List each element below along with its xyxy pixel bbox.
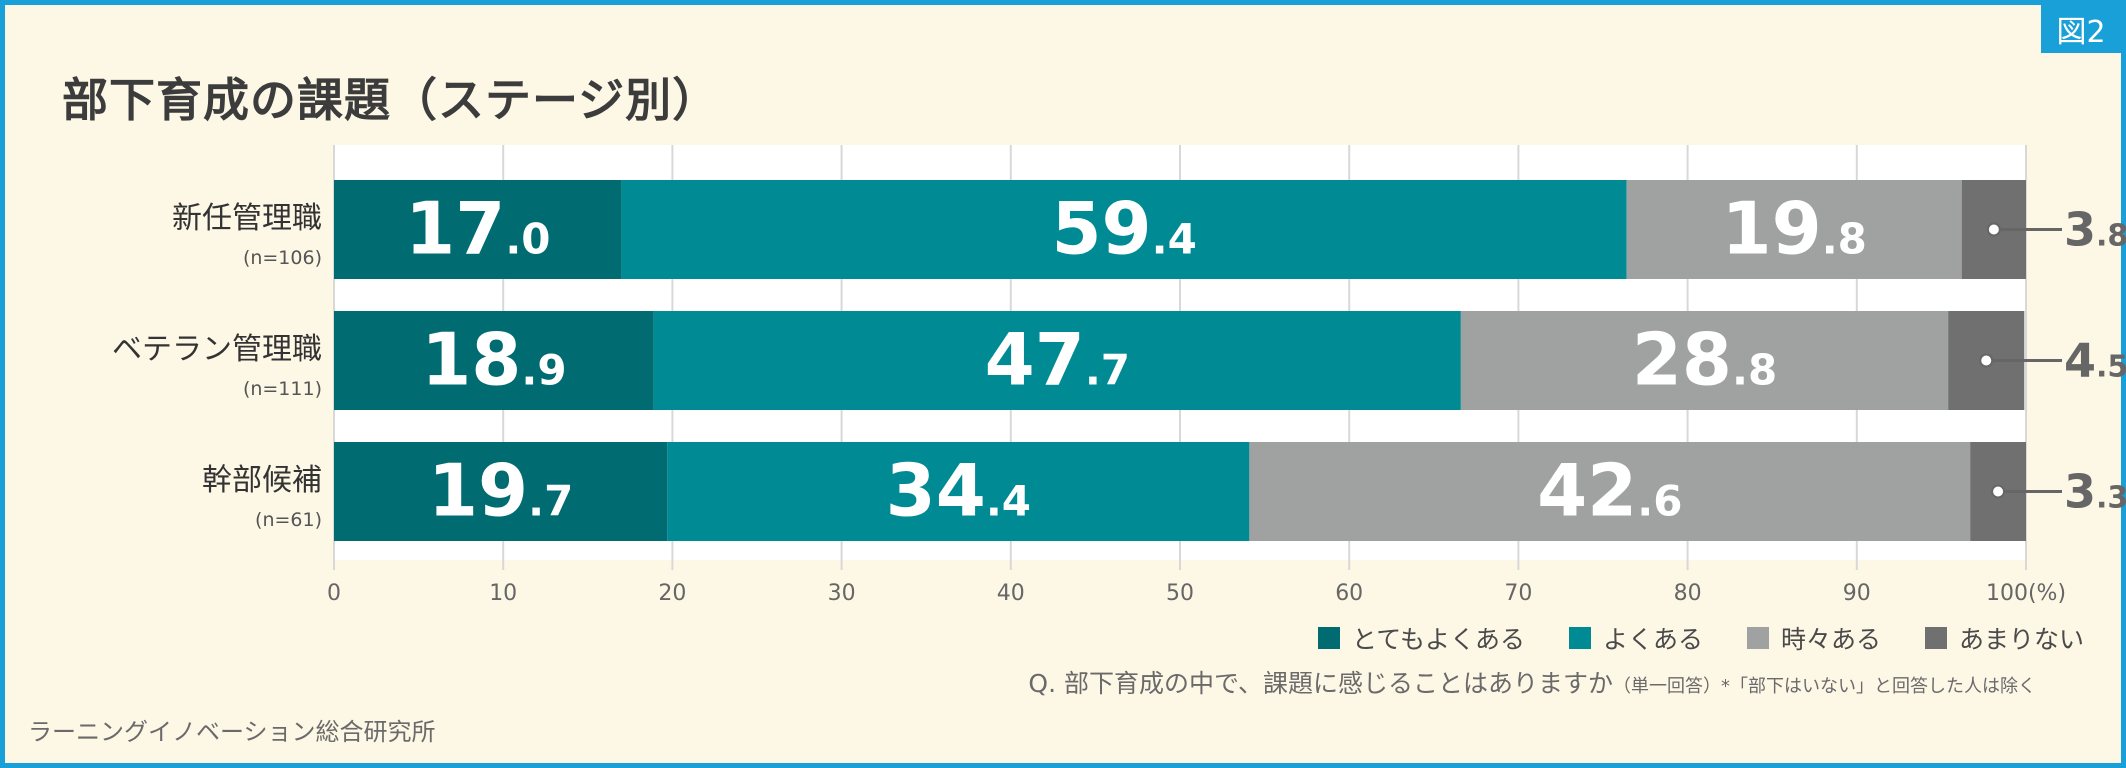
bar-value-label: 34.4	[886, 449, 1031, 533]
bar-value-label: 19.7	[428, 449, 573, 533]
category-sample-size: (n=61)	[255, 509, 322, 531]
question-text: Q. 部下育成の中で、課題に感じることはありますか	[1028, 669, 1613, 698]
chart-title: 部下育成の課題（ステージ別）	[62, 73, 720, 127]
bar-value-label: 19.8	[1722, 187, 1867, 271]
legend-item: とてもよくある	[1318, 620, 1525, 656]
x-tick-label: 80	[1674, 581, 1702, 606]
bar-segment	[1249, 442, 1971, 541]
callout-dot	[1979, 353, 1994, 368]
bar-value-label: 47.7	[985, 318, 1130, 402]
chart-legend: とてもよくある よくある 時々ある あまりない	[1318, 620, 2084, 656]
bar-segment	[1460, 311, 1949, 410]
bar-value-label: 28.8	[1632, 318, 1777, 402]
legend-item: 時々ある	[1747, 620, 1881, 656]
callout-dot	[1986, 222, 2001, 237]
bar-segment	[334, 442, 668, 541]
category-label: 新任管理職	[172, 201, 322, 236]
survey-question: Q. 部下育成の中で、課題に感じることはありますか（単一回答）*「部下はいない」…	[1028, 664, 2036, 700]
bar-value-label: 59.4	[1051, 187, 1196, 271]
legend-swatch	[1925, 627, 1948, 649]
bar-value-label: 4.5	[2064, 334, 2126, 388]
bar-segment	[334, 311, 654, 410]
callout-dot	[1991, 484, 2006, 499]
x-tick-label: 0	[327, 581, 341, 606]
bar-segment	[621, 180, 1627, 279]
category-label: ベテラン管理職	[112, 332, 322, 367]
legend-label: 時々ある	[1781, 625, 1882, 654]
bar-value-label: 18.9	[421, 318, 566, 402]
category-sample-size: (n=111)	[243, 378, 322, 400]
x-tick-label: 20	[658, 581, 686, 606]
legend-label: よくある	[1603, 625, 1704, 654]
figure-badge: 図2	[2041, 5, 2121, 53]
legend-item: あまりない	[1925, 620, 2084, 656]
x-tick-label: 50	[1166, 581, 1194, 606]
x-tick-label: 40	[997, 581, 1025, 606]
source-credit: ラーニングイノベーション総合研究所	[28, 718, 436, 746]
bar-value-label: 3.3	[2064, 465, 2126, 519]
x-tick-label: 70	[1504, 581, 1532, 606]
category-label: 幹部候補	[202, 463, 322, 498]
category-sample-size: (n=106)	[243, 247, 322, 269]
x-tick-label: 30	[828, 581, 856, 606]
bar-segment	[667, 442, 1250, 541]
legend-swatch	[1747, 627, 1770, 649]
x-tick-label: 10	[489, 581, 517, 606]
x-tick-label: 100(%)	[1986, 581, 2066, 606]
bar-value-label: 17.0	[405, 187, 550, 271]
question-note: （単一回答）*「部下はいない」と回答した人は除く	[1613, 676, 2036, 697]
legend-swatch	[1569, 627, 1592, 649]
x-tick-label: 60	[1335, 581, 1363, 606]
bar-segment	[1626, 180, 1962, 279]
x-tick-label: 90	[1843, 581, 1871, 606]
bar-value-label: 42.6	[1537, 449, 1682, 533]
legend-label: あまりない	[1959, 625, 2085, 654]
legend-swatch	[1318, 627, 1340, 649]
legend-item: よくある	[1569, 620, 1703, 656]
bar-segment	[334, 180, 622, 279]
bar-value-label: 3.8	[2064, 203, 2126, 257]
bar-segment	[653, 311, 1461, 410]
legend-label: とてもよくある	[1352, 625, 1526, 654]
